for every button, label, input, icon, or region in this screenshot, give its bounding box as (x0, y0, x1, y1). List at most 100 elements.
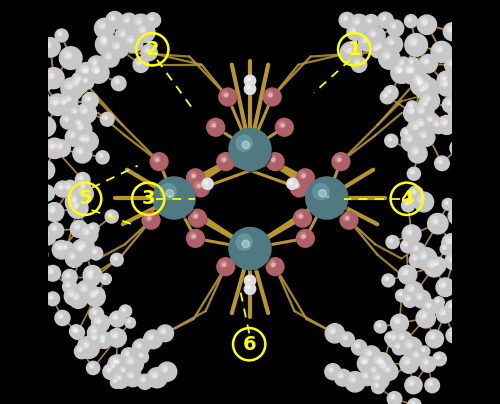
Circle shape (386, 37, 403, 54)
Circle shape (446, 254, 462, 270)
Circle shape (32, 142, 46, 156)
Circle shape (94, 69, 98, 72)
Circle shape (416, 77, 420, 80)
Circle shape (96, 20, 115, 39)
Circle shape (435, 123, 438, 126)
Circle shape (378, 45, 381, 48)
Circle shape (396, 345, 399, 348)
Circle shape (408, 120, 428, 140)
Circle shape (420, 109, 424, 113)
Circle shape (414, 125, 418, 129)
Circle shape (118, 364, 132, 379)
Circle shape (28, 89, 46, 108)
Circle shape (400, 61, 404, 64)
Circle shape (298, 170, 314, 187)
Circle shape (457, 55, 472, 70)
Circle shape (79, 135, 84, 141)
Circle shape (410, 243, 426, 258)
Circle shape (217, 258, 234, 276)
Circle shape (349, 14, 369, 34)
Circle shape (122, 353, 144, 374)
Circle shape (443, 199, 454, 210)
Circle shape (444, 57, 462, 74)
Circle shape (448, 101, 450, 104)
Circle shape (340, 211, 358, 229)
Circle shape (340, 332, 354, 347)
Circle shape (420, 347, 430, 357)
Circle shape (138, 375, 153, 390)
Circle shape (404, 340, 412, 348)
Circle shape (446, 300, 460, 314)
Text: 5: 5 (78, 189, 92, 208)
Circle shape (94, 290, 98, 295)
Circle shape (30, 64, 34, 67)
Text: 4: 4 (400, 189, 413, 208)
Circle shape (61, 48, 82, 70)
Circle shape (138, 352, 149, 363)
Circle shape (390, 23, 396, 29)
Circle shape (104, 365, 119, 380)
Circle shape (142, 211, 160, 229)
Circle shape (112, 76, 126, 90)
Circle shape (208, 120, 225, 137)
Circle shape (110, 312, 126, 328)
Circle shape (126, 352, 128, 355)
Circle shape (244, 83, 256, 95)
Circle shape (360, 371, 376, 386)
Circle shape (115, 374, 121, 381)
Circle shape (421, 88, 424, 91)
Circle shape (407, 297, 410, 300)
Circle shape (392, 341, 406, 355)
Circle shape (374, 42, 390, 57)
Circle shape (468, 232, 470, 235)
Circle shape (69, 290, 87, 308)
Circle shape (84, 80, 87, 82)
Circle shape (444, 23, 461, 40)
Circle shape (410, 68, 414, 72)
Circle shape (401, 131, 422, 152)
Circle shape (434, 45, 442, 53)
Circle shape (380, 15, 386, 21)
Circle shape (84, 343, 88, 347)
Circle shape (417, 106, 424, 114)
Circle shape (406, 228, 412, 235)
Circle shape (129, 359, 132, 363)
Circle shape (98, 333, 112, 347)
Circle shape (130, 374, 132, 377)
Circle shape (82, 135, 90, 142)
Circle shape (192, 179, 210, 197)
Circle shape (64, 95, 78, 109)
Circle shape (44, 41, 52, 48)
Circle shape (80, 183, 85, 188)
Circle shape (98, 21, 106, 29)
Circle shape (109, 14, 116, 21)
Circle shape (38, 129, 40, 131)
Circle shape (344, 45, 352, 53)
Circle shape (192, 174, 196, 177)
Circle shape (110, 40, 129, 59)
Circle shape (126, 36, 134, 43)
Circle shape (120, 13, 138, 31)
Circle shape (203, 179, 213, 190)
Circle shape (405, 105, 424, 124)
Circle shape (438, 78, 458, 97)
Circle shape (105, 210, 118, 223)
Circle shape (114, 360, 116, 363)
Circle shape (65, 96, 71, 102)
Circle shape (368, 29, 376, 37)
Circle shape (398, 334, 404, 340)
Circle shape (394, 65, 402, 74)
Circle shape (147, 368, 167, 388)
Circle shape (398, 291, 402, 296)
Circle shape (369, 366, 383, 379)
Circle shape (410, 61, 412, 63)
Circle shape (34, 248, 48, 262)
Circle shape (397, 58, 411, 73)
Circle shape (416, 293, 422, 300)
Circle shape (35, 145, 37, 148)
Circle shape (413, 351, 419, 358)
Circle shape (78, 134, 92, 149)
Circle shape (343, 214, 350, 221)
Circle shape (360, 370, 375, 385)
Circle shape (404, 103, 423, 123)
